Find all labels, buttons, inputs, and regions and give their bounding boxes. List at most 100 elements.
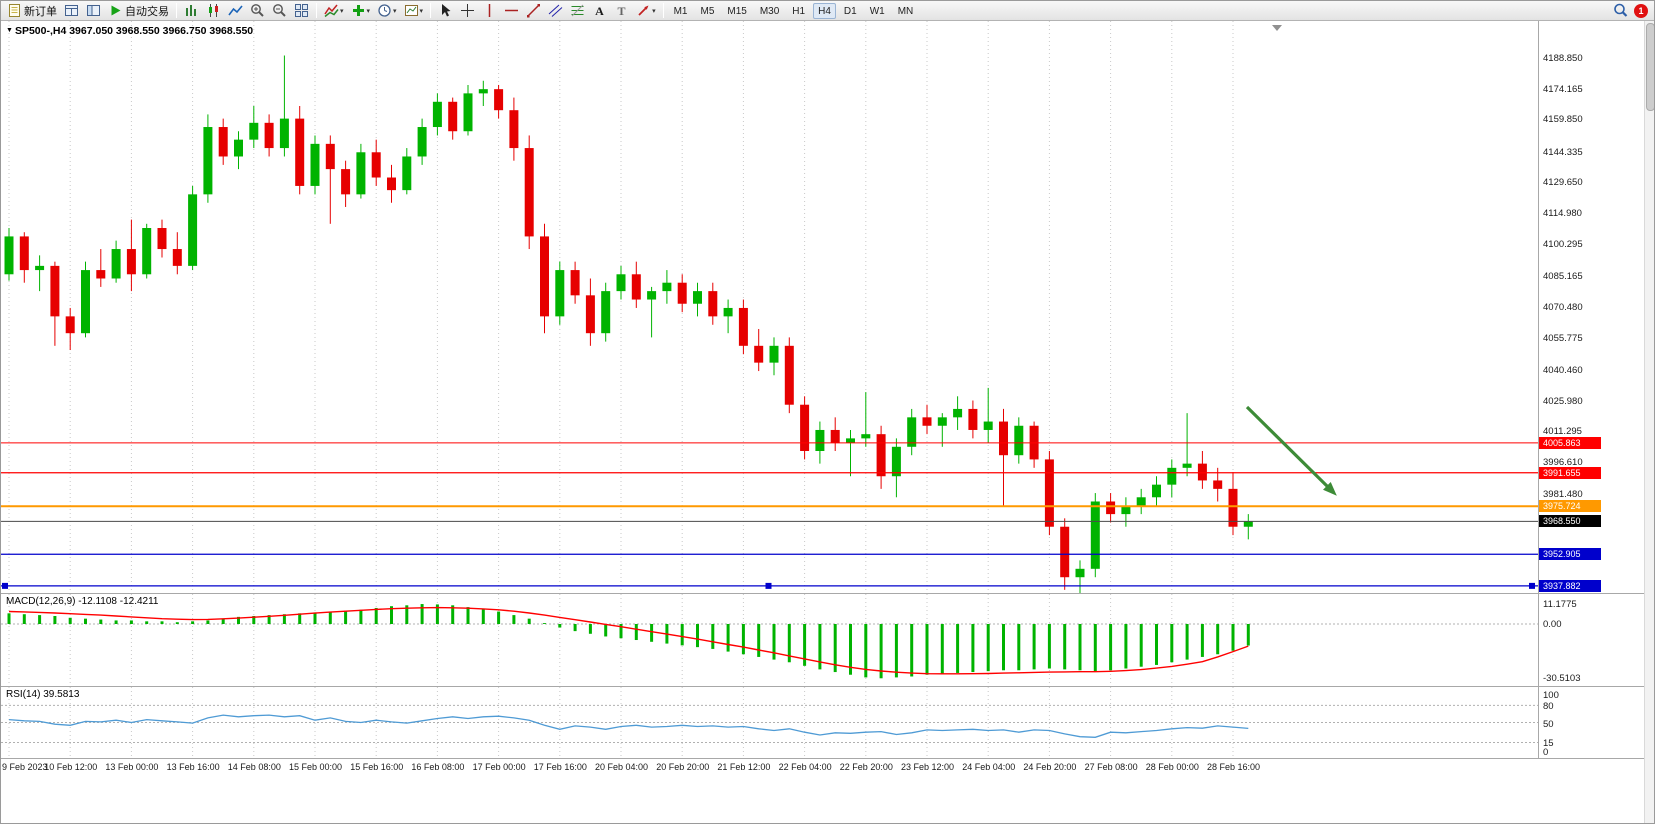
market-watch-button[interactable] bbox=[61, 2, 82, 20]
timeframe-m5-button[interactable]: M5 bbox=[700, 5, 715, 17]
fibonacci-button[interactable] bbox=[567, 2, 588, 20]
templates-icon bbox=[404, 5, 418, 16]
rsi-line bbox=[8, 714, 1249, 738]
horizontal-line-button[interactable] bbox=[501, 2, 522, 20]
horizontal-line-icon bbox=[505, 9, 519, 12]
time-axis-label: 15 Feb 16:00 bbox=[350, 762, 404, 772]
candle-chart-button[interactable] bbox=[203, 2, 224, 20]
collapse-triangle-icon: ▼ bbox=[6, 27, 13, 34]
symbol-ohlc-text: SP500-,H4 3967.050 3968.550 3966.750 396… bbox=[14, 25, 254, 37]
crosshair-button[interactable] bbox=[457, 2, 478, 20]
trendline-button[interactable] bbox=[523, 2, 544, 20]
line-chart-icon bbox=[228, 5, 243, 16]
time-axis-label: 21 Feb 12:00 bbox=[717, 762, 771, 772]
scrollbar-thumb[interactable] bbox=[1646, 23, 1654, 111]
add-indicator-button[interactable]: ▾ bbox=[348, 2, 374, 20]
panel-divider[interactable] bbox=[1, 593, 1644, 594]
timeframe-h4-button[interactable]: H4 bbox=[813, 2, 836, 19]
tile-windows-button[interactable] bbox=[291, 2, 312, 20]
price-axis-label: 4129.650 bbox=[1543, 177, 1583, 189]
timeframe-d1-button[interactable]: D1 bbox=[843, 5, 857, 17]
arrows-button[interactable]: ▾ bbox=[633, 2, 659, 20]
line-selection-handle[interactable] bbox=[2, 582, 8, 589]
channel-button[interactable] bbox=[545, 2, 566, 20]
panel-divider[interactable] bbox=[1, 686, 1644, 687]
indicators-button[interactable]: ▾ bbox=[321, 2, 347, 20]
candlestick-chart[interactable] bbox=[1, 21, 1538, 593]
time-axis-label: 24 Feb 04:00 bbox=[962, 762, 1016, 772]
bar-chart-icon bbox=[186, 5, 196, 16]
price-axis: 4188.850 4174.165 4159.850 4144.335 4129.650… bbox=[1538, 21, 1644, 759]
time-axis-label: 20 Feb 20:00 bbox=[656, 762, 710, 772]
cursor-icon bbox=[442, 4, 451, 17]
rsi-panel[interactable] bbox=[1, 687, 1538, 758]
timeframe-w1-button[interactable]: W1 bbox=[869, 5, 885, 17]
timeframe-m30-button[interactable]: M30 bbox=[759, 5, 780, 17]
chart-window[interactable]: ▼ SP500-,H4 3967.050 3968.550 3966.750 39… bbox=[1, 21, 1538, 593]
price-axis-label: 4100.295 bbox=[1543, 239, 1583, 251]
price-axis-label: 4040.460 bbox=[1543, 365, 1583, 377]
toolbar-separator bbox=[430, 3, 432, 18]
rsi-axis-label: 80 bbox=[1543, 701, 1554, 713]
notification-badge[interactable]: 1 bbox=[1634, 3, 1648, 18]
label-button[interactable]: T bbox=[611, 2, 632, 20]
price-axis-label: 3981.480 bbox=[1543, 489, 1583, 501]
cursor-button[interactable] bbox=[435, 2, 456, 20]
new-order-button[interactable]: 新订单 bbox=[4, 2, 60, 20]
timeframe-h1-button[interactable]: H1 bbox=[792, 5, 806, 17]
toolbar-separator bbox=[316, 3, 317, 18]
new-order-button-label: 新订单 bbox=[24, 5, 57, 18]
chart-shift-marker[interactable] bbox=[1272, 25, 1282, 31]
time-axis-label: 16 Feb 08:00 bbox=[411, 762, 465, 772]
templates-button[interactable]: ▾ bbox=[401, 2, 427, 20]
timeframe-m1-button[interactable]: M1 bbox=[673, 5, 688, 17]
price-tag: 3991.655 bbox=[1539, 466, 1601, 479]
text-button[interactable]: A bbox=[589, 2, 610, 20]
tile-windows-icon bbox=[295, 4, 308, 17]
macd-axis-label: 11.1775 bbox=[1543, 599, 1577, 611]
line-chart-button[interactable] bbox=[225, 2, 246, 20]
rsi-axis-label: 15 bbox=[1543, 738, 1554, 750]
rsi-axis-label: 50 bbox=[1543, 718, 1554, 730]
line-selection-handle[interactable] bbox=[1529, 582, 1535, 589]
toolbar-separator bbox=[176, 3, 177, 18]
panel-divider bbox=[1, 758, 1644, 759]
time-axis-label: 9 Feb 2023 bbox=[2, 762, 48, 772]
price-axis-label: 4144.335 bbox=[1543, 146, 1583, 158]
auto-trading-button[interactable]: 自动交易 bbox=[105, 2, 172, 20]
vertical-scrollbar[interactable] bbox=[1644, 21, 1654, 823]
price-axis-label: 4070.480 bbox=[1543, 301, 1583, 313]
search-button[interactable] bbox=[1610, 2, 1631, 20]
bar-chart-button[interactable] bbox=[181, 2, 202, 20]
zoom-in-button[interactable] bbox=[247, 2, 268, 20]
macd-panel[interactable] bbox=[1, 594, 1538, 686]
price-axis-label: 4159.850 bbox=[1543, 113, 1583, 125]
arrows-icon bbox=[638, 5, 649, 16]
timeframe-mn-button[interactable]: MN bbox=[897, 5, 914, 17]
periods-button[interactable]: ▾ bbox=[374, 2, 400, 20]
rsi-axis-label: 0 bbox=[1543, 747, 1549, 758]
price-axis-label: 3996.610 bbox=[1543, 457, 1583, 469]
time-axis-label: 22 Feb 20:00 bbox=[839, 762, 893, 772]
vertical-line-icon bbox=[488, 4, 491, 17]
navigator-button[interactable] bbox=[83, 2, 104, 20]
dropdown-arrow-icon: ▾ bbox=[652, 7, 656, 15]
time-axis-label: 23 Feb 12:00 bbox=[901, 762, 955, 772]
channel-icon bbox=[548, 4, 563, 17]
price-tag: 3952.905 bbox=[1539, 548, 1601, 561]
trend-arrow[interactable] bbox=[1245, 405, 1331, 490]
search-icon bbox=[1614, 3, 1628, 17]
price-axis-label: 4188.850 bbox=[1543, 52, 1583, 64]
time-axis-label: 15 Feb 00:00 bbox=[289, 762, 343, 772]
time-axis-label: 28 Feb 16:00 bbox=[1207, 762, 1261, 772]
vertical-line-button[interactable] bbox=[479, 2, 500, 20]
zoom-out-button[interactable] bbox=[269, 2, 290, 20]
timeframe-m15-button[interactable]: M15 bbox=[727, 5, 747, 17]
time-axis-label: 27 Feb 08:00 bbox=[1084, 762, 1138, 772]
trend-arrow-head bbox=[1323, 481, 1337, 496]
time-axis-label: 17 Feb 00:00 bbox=[472, 762, 526, 772]
candle-chart-icon bbox=[209, 4, 218, 17]
line-selection-handle[interactable] bbox=[765, 582, 772, 589]
time-axis-label: 14 Feb 08:00 bbox=[227, 762, 281, 772]
price-axis-label: 4174.165 bbox=[1543, 83, 1583, 95]
